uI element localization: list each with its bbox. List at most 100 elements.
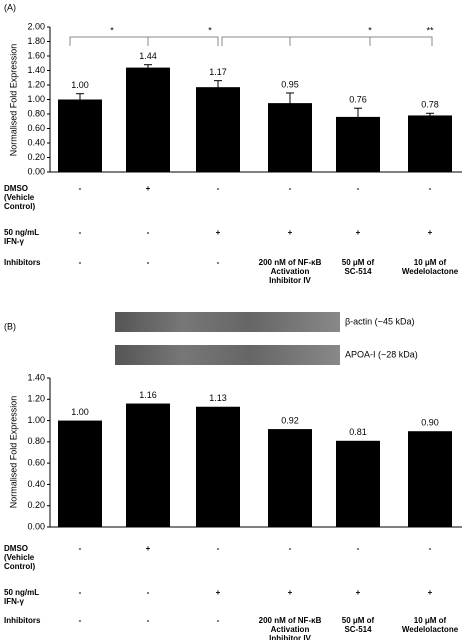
significance-label: ** — [426, 25, 434, 35]
data-label: 0.90 — [421, 418, 439, 428]
condition-value: + — [215, 228, 221, 237]
bar — [196, 406, 240, 527]
condition-value: - — [216, 184, 220, 193]
condition-value: - — [428, 544, 432, 553]
condition-value: - — [356, 544, 360, 553]
y-tick-label: 0.00 — [27, 166, 45, 176]
blot-band — [115, 312, 340, 332]
condition-value: - — [78, 258, 82, 267]
condition-value: + — [427, 228, 433, 237]
condition-value: - — [216, 544, 220, 553]
y-tick-label: 1.20 — [27, 394, 45, 404]
condition-value: - — [216, 258, 220, 267]
bar — [58, 99, 102, 172]
bar — [336, 440, 380, 527]
panel-label: (B) — [4, 321, 16, 331]
data-label: 0.76 — [349, 95, 367, 105]
data-label: 0.81 — [349, 427, 367, 437]
condition-label: Inhibitors — [4, 616, 41, 625]
y-axis-label: Normalised Fold Expression — [8, 396, 18, 509]
bar — [336, 116, 380, 172]
condition-value: 10 μM of Wedelolactone — [401, 616, 459, 634]
bar — [268, 429, 312, 527]
condition-label: 50 ng/mL IFN-γ — [4, 228, 40, 246]
y-tick-label: 0.20 — [27, 500, 45, 510]
condition-value: - — [78, 544, 82, 553]
condition-value: - — [356, 184, 360, 193]
condition-value: + — [145, 544, 151, 553]
condition-value: - — [146, 228, 150, 237]
data-label: 1.44 — [139, 51, 157, 61]
bar — [408, 115, 452, 172]
condition-label: Inhibitors — [4, 258, 41, 267]
bar — [408, 431, 452, 527]
condition-value: - — [78, 588, 82, 597]
data-label: 1.17 — [209, 67, 227, 77]
y-tick-label: 0.20 — [27, 152, 45, 162]
bar — [58, 420, 102, 527]
y-tick-label: 2.00 — [27, 21, 45, 31]
data-label: 0.78 — [421, 100, 439, 110]
y-tick-label: 0.60 — [27, 123, 45, 133]
y-axis-label: Normalised Fold Expression — [8, 44, 18, 157]
y-tick-label: 0.00 — [27, 521, 45, 531]
y-tick-label: 1.80 — [27, 36, 45, 46]
y-tick-label: 1.20 — [27, 79, 45, 89]
y-tick-label: 0.40 — [27, 479, 45, 489]
data-label: 1.16 — [139, 390, 157, 400]
bar — [126, 67, 170, 172]
y-tick-label: 0.60 — [27, 458, 45, 468]
condition-value: - — [146, 588, 150, 597]
y-tick-label: 1.00 — [27, 415, 45, 425]
bar — [268, 103, 312, 172]
data-label: 1.13 — [209, 393, 227, 403]
significance-bracket — [221, 36, 433, 46]
y-tick-label: 0.80 — [27, 436, 45, 446]
significance-label: * — [208, 25, 212, 35]
y-tick-label: 1.40 — [27, 65, 45, 75]
condition-value: + — [145, 184, 151, 193]
condition-value: - — [78, 616, 82, 625]
condition-value: - — [428, 184, 432, 193]
y-tick-label: 1.00 — [27, 94, 45, 104]
condition-label: 50 ng/mL IFN-γ — [4, 588, 40, 606]
condition-value: - — [288, 544, 292, 553]
y-tick-label: 0.40 — [27, 137, 45, 147]
bar — [196, 87, 240, 172]
condition-value: + — [427, 588, 433, 597]
condition-value: + — [355, 228, 361, 237]
condition-value: - — [288, 184, 292, 193]
significance-label: * — [110, 25, 114, 35]
data-label: 1.00 — [71, 407, 89, 417]
bar — [126, 403, 170, 527]
panel-label: (A) — [4, 2, 16, 12]
significance-bracket — [69, 36, 219, 46]
condition-value: + — [287, 228, 293, 237]
blot-band — [115, 345, 340, 365]
condition-value: 200 nM of NF-κB Activation Inhibitor IV — [258, 616, 322, 640]
blot-label: APOA-I (~28 kDa) — [345, 349, 418, 359]
blot-label: β-actin (~45 kDa) — [345, 316, 414, 326]
y-tick-label: 1.40 — [27, 372, 45, 382]
condition-value: - — [146, 258, 150, 267]
condition-value: 200 nM of NF-κB Activation Inhibitor IV — [258, 258, 322, 285]
condition-value: - — [78, 228, 82, 237]
condition-value: - — [146, 616, 150, 625]
condition-value: 50 μM of SC-514 — [341, 616, 375, 634]
y-tick-label: 0.80 — [27, 108, 45, 118]
condition-value: - — [216, 616, 220, 625]
data-label: 1.00 — [71, 80, 89, 90]
condition-value: + — [355, 588, 361, 597]
condition-label: DMSO (Vehicle Control) — [4, 184, 36, 211]
data-label: 0.95 — [281, 79, 299, 89]
significance-label: * — [368, 25, 372, 35]
condition-value: + — [287, 588, 293, 597]
y-tick-label: 1.60 — [27, 50, 45, 60]
condition-value: 10 μM of Wedelolactone — [401, 258, 459, 276]
condition-label: DMSO (Vehicle Control) — [4, 544, 36, 571]
condition-value: + — [215, 588, 221, 597]
condition-value: 50 μM of SC-514 — [341, 258, 375, 276]
condition-value: - — [78, 184, 82, 193]
